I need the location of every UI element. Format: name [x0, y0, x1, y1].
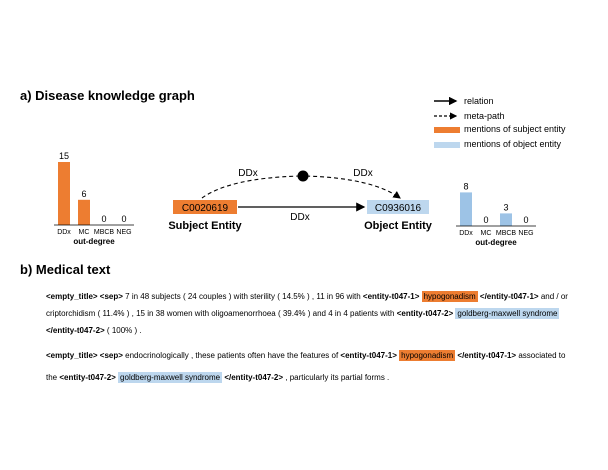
object-legend-swatch [434, 142, 460, 148]
tick-label: NEG [116, 229, 131, 236]
entity-tag: </entity-t047-2> [46, 326, 105, 335]
meta-path-right-edge [305, 175, 401, 199]
tick-label: MC [481, 230, 492, 237]
object-entity-label: Object Entity [364, 220, 433, 232]
token: <empty_title> <sep> [46, 292, 123, 301]
section-b-title: b) Medical text [20, 262, 111, 277]
bar [500, 213, 512, 226]
token: , particularly its partial forms . [283, 373, 390, 382]
tick-label: MBCB [496, 230, 517, 237]
data-label: 0 [483, 215, 488, 225]
token: the [46, 373, 60, 382]
entity-tag: <entity-t047-1> [340, 351, 397, 360]
data-label: 8 [463, 181, 468, 191]
legend-meta-path-label: meta-path [464, 111, 505, 121]
entity-tag: <entity-t047-2> [59, 373, 116, 382]
intermediate-node [297, 170, 309, 182]
entity-tag: <entity-t047-2> [396, 309, 454, 318]
data-label: 3 [503, 202, 508, 212]
text-p1-line1: <empty_title> <sep> 7 in 48 subjects ( 2… [46, 290, 568, 303]
tick-label: DDx [57, 229, 71, 236]
tick-label: MC [79, 229, 90, 236]
object-id: C0936016 [375, 203, 422, 214]
token: criptorchidism ( 11.4% ) , 15 in 38 wome… [46, 309, 397, 318]
bar [58, 162, 70, 225]
section-a-title: a) Disease knowledge graph [20, 88, 195, 103]
token: endocrinologically , these patients ofte… [122, 351, 341, 360]
x-axis-label: out-degree [73, 237, 115, 246]
data-label: 0 [121, 214, 126, 224]
token: and / or [538, 292, 568, 301]
text-p2-line1: <empty_title> <sep> endocrinologically ,… [46, 349, 565, 362]
legend: relation meta-path mentions of subject e… [430, 96, 600, 154]
tick-label: MBCB [94, 229, 115, 236]
legend-relation-label: relation [464, 96, 494, 106]
object-node [367, 200, 429, 214]
x-axis-label: out-degree [475, 238, 517, 247]
token: associated to [516, 351, 566, 360]
token: 7 in 48 subjects ( 24 couples ) with ste… [122, 292, 363, 301]
subject-mention: hypogonadism [399, 350, 456, 361]
meta-path-right-label: DDx [353, 168, 372, 179]
tick-label: NEG [518, 230, 533, 237]
entity-tag: </entity-t047-1> [479, 292, 539, 301]
bar [78, 199, 90, 225]
data-label: 0 [101, 214, 106, 224]
object-mention: goldberg-maxwell syndrome [118, 372, 223, 383]
meta-path-left-label: DDx [238, 168, 257, 179]
subject-node [173, 200, 237, 214]
data-label: 6 [81, 189, 86, 199]
text-p2-line2: the <entity-t047-2> goldberg-maxwell syn… [46, 371, 389, 384]
knowledge-graph: C0020619 C0936016 DDx DDx DDx Subject En… [168, 168, 433, 232]
data-label: 0 [523, 215, 528, 225]
legend-swatches [434, 96, 460, 148]
meta-path-left-edge [201, 175, 301, 199]
entity-tag: </entity-t047-2> [224, 373, 284, 382]
legend-subject-label: mentions of subject entity [464, 124, 566, 134]
subject-mention: hypogonadism [421, 291, 478, 302]
text-p1-line2: criptorchidism ( 11.4% ) , 15 in 38 wome… [46, 307, 560, 320]
object-mention: goldberg-maxwell syndrome [455, 308, 560, 319]
subject-legend-swatch [434, 127, 460, 133]
relation-label: DDx [290, 212, 309, 223]
data-label: 15 [59, 151, 69, 161]
bar [460, 192, 472, 226]
subject-entity-label: Subject Entity [168, 220, 242, 232]
entity-tag: </entity-t047-1> [457, 351, 517, 360]
token: <empty_title> <sep> [46, 351, 123, 360]
token: ( 100% ) . [104, 326, 142, 335]
subject-id: C0020619 [182, 203, 229, 214]
text-p1-line3: </entity-t047-2> ( 100% ) . [46, 324, 142, 337]
entity-tag: <entity-t047-1> [362, 292, 420, 301]
legend-object-label: mentions of object entity [464, 139, 562, 149]
tick-label: DDx [459, 230, 473, 237]
